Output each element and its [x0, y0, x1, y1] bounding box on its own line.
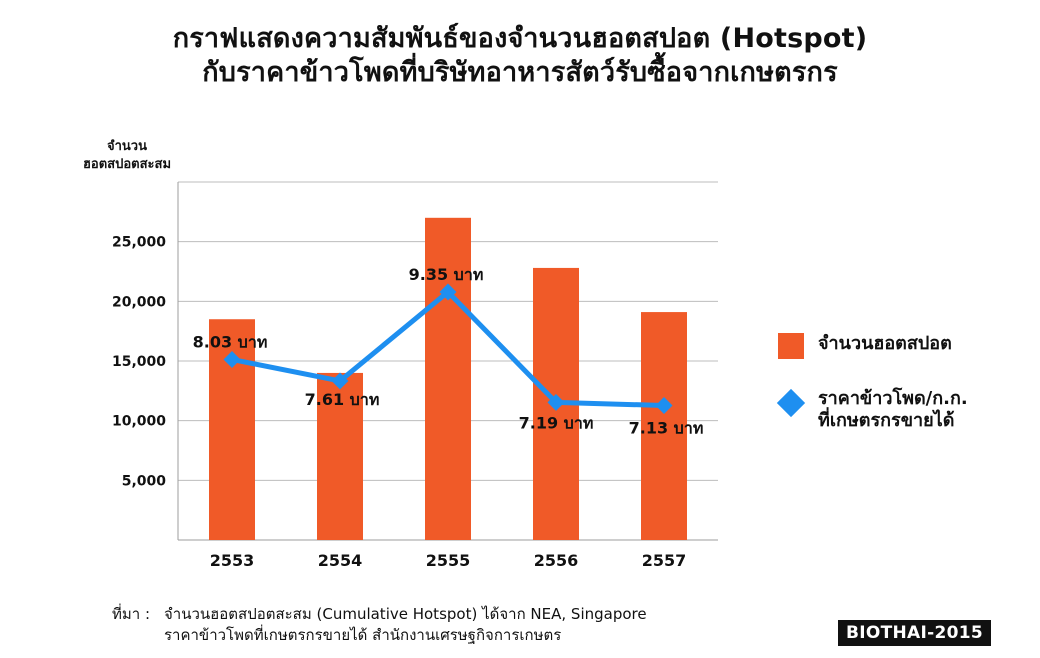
- chart-title-line-2: กับราคาข้าวโพดที่บริษัทอาหารสัตว์รับซื้อ…: [202, 57, 838, 88]
- legend-label-hotspot: จำนวนฮอตสปอต: [818, 333, 952, 354]
- legend-swatch-bar: [778, 333, 804, 359]
- price-point: [223, 350, 241, 368]
- price-data-label: 9.35 บาท: [409, 265, 484, 284]
- x-tick-label: 2554: [318, 551, 363, 570]
- legend-item-hotspot: จำนวนฮอตสปอต: [778, 333, 952, 359]
- x-tick-label: 2553: [210, 551, 255, 570]
- legend-label-price-line-1: ราคาข้าวโพด/ก.ก.: [818, 388, 968, 409]
- legend-item-price: ราคาข้าวโพด/ก.ก. ที่เกษตรกรขายได้: [776, 388, 968, 432]
- legend-label-price-line-2: ที่เกษตรกรขายได้: [818, 410, 955, 431]
- price-point: [655, 397, 673, 414]
- source-note: ที่มา : จำนวนฮอตสปอตสะสม (Cumulative Hot…: [112, 604, 647, 646]
- y-tick-label: 15,000: [112, 354, 166, 370]
- price-point: [547, 393, 565, 411]
- source-line-2: ราคาข้าวโพดที่เกษตรกรขายได้ สำนักงานเศรษ…: [164, 626, 562, 644]
- bar: [425, 217, 471, 541]
- bar: [317, 372, 363, 540]
- x-tick-label: 2557: [642, 551, 687, 570]
- price-data-label: 7.61 บาท: [305, 390, 380, 409]
- chart-title-line-1: กราฟแสดงความสัมพันธ์ของจำนวนฮอตสปอต (Hot…: [172, 23, 868, 54]
- y-tick-label: 25,000: [112, 235, 166, 251]
- y-tick-label: 20,000: [112, 294, 166, 310]
- source-lead: ที่มา :: [112, 605, 151, 623]
- y-axis-title-line-1: จำนวน: [107, 139, 147, 154]
- source-line-1: จำนวนฮอตสปอตสะสม (Cumulative Hotspot) ได…: [164, 605, 647, 623]
- y-tick-label: 5,000: [122, 473, 167, 489]
- bar: [641, 312, 687, 540]
- y-axis-title: จำนวน ฮอตสปอตสะสม: [62, 138, 192, 174]
- price-point: [439, 283, 457, 301]
- biothai-badge: BIOTHAI-2015: [838, 620, 992, 646]
- price-data-label: 8.03 บาท: [193, 332, 268, 351]
- price-point: [331, 372, 349, 390]
- x-tick-label: 2556: [534, 551, 579, 570]
- legend-diamond-marker-icon: [776, 388, 806, 418]
- x-tick-label: 2555: [426, 551, 471, 570]
- price-data-label: 7.19 บาท: [519, 413, 594, 432]
- price-data-label: 7.13 บาท: [629, 418, 704, 437]
- y-tick-label: 10,000: [112, 414, 166, 430]
- y-axis-title-line-2: ฮอตสปอตสะสม: [82, 157, 172, 172]
- chart-title: กราฟแสดงความสัมพันธ์ของจำนวนฮอตสปอต (Hot…: [0, 22, 1040, 90]
- legend-label-price: ราคาข้าวโพด/ก.ก. ที่เกษตรกรขายได้: [818, 388, 968, 432]
